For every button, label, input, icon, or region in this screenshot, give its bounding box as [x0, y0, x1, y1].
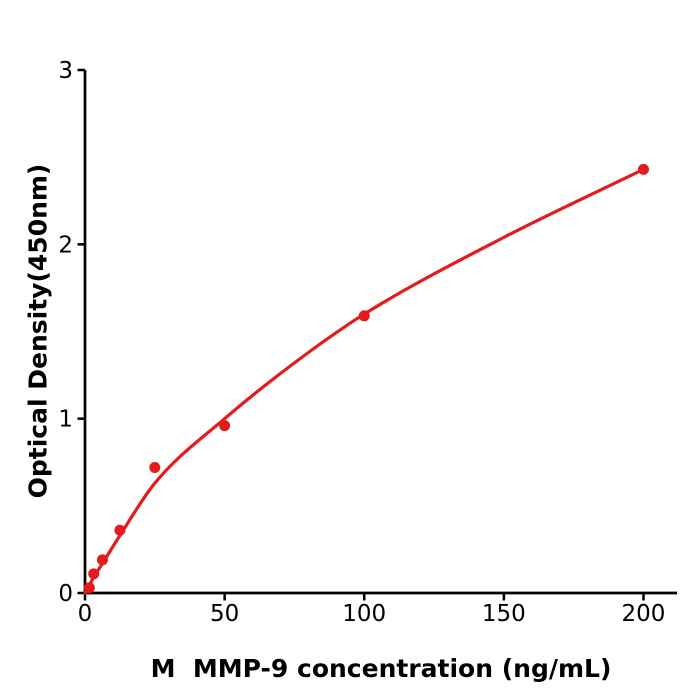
data-point: [219, 420, 231, 432]
data-point: [637, 163, 649, 175]
fit-curve: [83, 167, 646, 595]
data-point: [114, 524, 126, 536]
y-tick-label: 2: [58, 232, 73, 258]
y-axis-title: Optical Density(450nm): [23, 163, 53, 499]
x-tick-label: 50: [210, 601, 239, 627]
x-tick-label: 150: [482, 601, 526, 627]
data-point: [149, 461, 161, 473]
data-point: [96, 554, 108, 566]
x-tick-label: 0: [78, 601, 93, 627]
y-tick-label: 0: [58, 581, 73, 607]
data-point: [358, 310, 370, 322]
y-tick-label: 3: [58, 58, 73, 84]
data-point: [83, 582, 95, 594]
axes-spines: [83, 70, 677, 595]
x-tick-label: 200: [622, 601, 666, 627]
y-tick-label: 1: [58, 407, 73, 433]
x-axis-title: M MMP-9 concentration (ng/mL): [150, 654, 612, 683]
x-tick-label: 100: [342, 601, 386, 627]
data-point: [88, 568, 100, 580]
